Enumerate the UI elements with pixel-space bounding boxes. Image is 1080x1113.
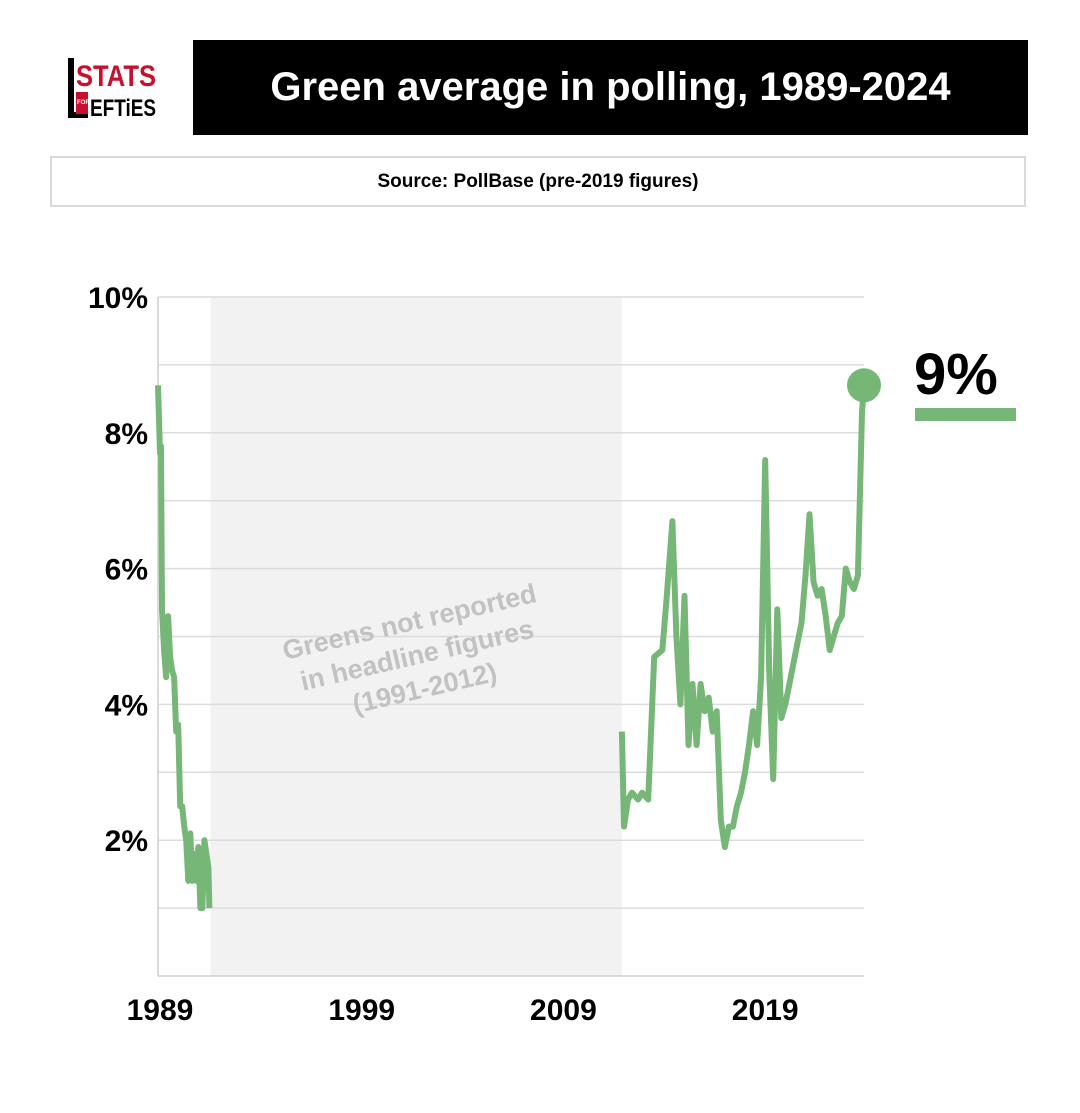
end-marker-layer: 9% [847,342,1016,421]
y-tick-label: 6% [105,554,148,587]
series-line-segment-2 [618,385,867,850]
logo-bar-vertical [68,58,74,118]
last-value-marker [847,368,881,403]
stats-for-lefties-logo: STATS FOR EFTiES [68,58,156,122]
source-box: Source: PollBase (pre-2019 figures) [50,156,1026,207]
y-tick-label: 8% [105,418,148,451]
logo-bar-horizontal [68,112,88,118]
series-line-segment-1 [155,385,213,912]
source-text: Source: PollBase (pre-2019 figures) [377,170,699,192]
logo-text-small: FOR [77,100,90,106]
x-tick-label: 2019 [732,994,799,1027]
x-tick-label: 2009 [530,994,597,1027]
chart-title: Green average in polling, 1989-2024 [270,65,951,109]
x-tick-labels-layer: 1989 1999 2009 2019 [127,994,799,1027]
logo-small-box [76,92,88,114]
logo-text-top: STATS [76,60,156,93]
y-tick-labels-layer: 2% 4% 6% 8% 10% [88,282,148,858]
title-bar: Green average in polling, 1989-2024 [193,40,1028,135]
series-line-layer [155,385,867,912]
gridlines-layer [158,296,864,909]
legend-swatch [915,408,1016,421]
y-tick-label: 2% [105,825,148,858]
x-tick-label: 1999 [328,994,395,1027]
last-value-label: 9% [914,342,998,407]
logo-text-bottom: EFTiES [90,95,156,122]
y-tick-label: 4% [105,689,148,722]
x-tick-label: 1989 [127,994,194,1027]
y-tick-label: 10% [88,282,148,315]
